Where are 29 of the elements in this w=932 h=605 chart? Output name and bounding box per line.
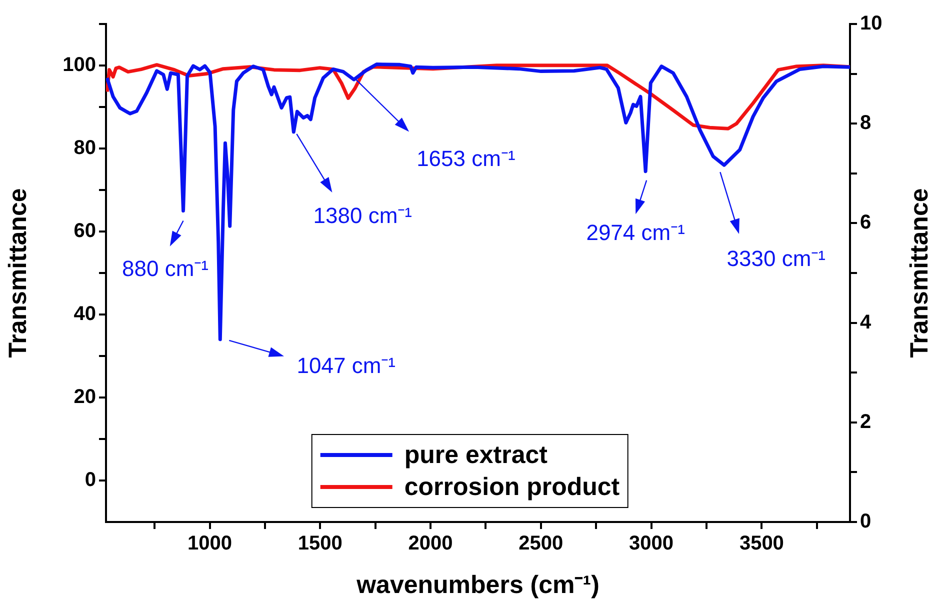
y2-axis-title: Transmittance	[906, 188, 932, 358]
legend-label: pure extract	[404, 440, 548, 471]
x-tick-label: 3500	[739, 532, 784, 555]
y2-tick-label: 8	[860, 112, 872, 134]
y2-tick-label: 6	[860, 212, 872, 234]
x-tick-label: 1500	[298, 532, 342, 555]
annotation: 3330 cm⁻¹	[726, 245, 826, 272]
y-axis-title: Transmittance	[4, 188, 32, 358]
y2-tick-label: 10	[860, 12, 882, 35]
y-tick-label: 80	[74, 137, 96, 160]
annotation: 1047 cm⁻¹	[296, 352, 396, 380]
y2-tick-label: 4	[860, 311, 872, 334]
x-tick-label: 2000	[408, 532, 453, 555]
x-tick-label: 1000	[188, 532, 232, 555]
annotation: 1380 cm⁻¹	[313, 202, 412, 229]
y-tick-label: 20	[74, 386, 96, 408]
annotation: 880 cm⁻¹	[122, 254, 209, 282]
x-axis-title: wavenumbers (cm⁻¹)	[356, 570, 600, 599]
y-tick-label: 40	[74, 303, 96, 326]
annotation: 1653 cm⁻¹	[416, 144, 516, 172]
legend-label: corrosion product	[404, 472, 620, 503]
annotation: 2974 cm⁻¹	[586, 219, 685, 246]
y-tick-label: 60	[74, 220, 96, 242]
y2-tick-label: 0	[860, 510, 872, 533]
y2-tick-label: 2	[860, 410, 872, 433]
y-tick-label: 100	[62, 54, 96, 76]
x-tick-label: 2500	[518, 532, 564, 555]
y-tick-label: 0	[84, 469, 96, 492]
x-tick-label: 3000	[629, 532, 674, 555]
